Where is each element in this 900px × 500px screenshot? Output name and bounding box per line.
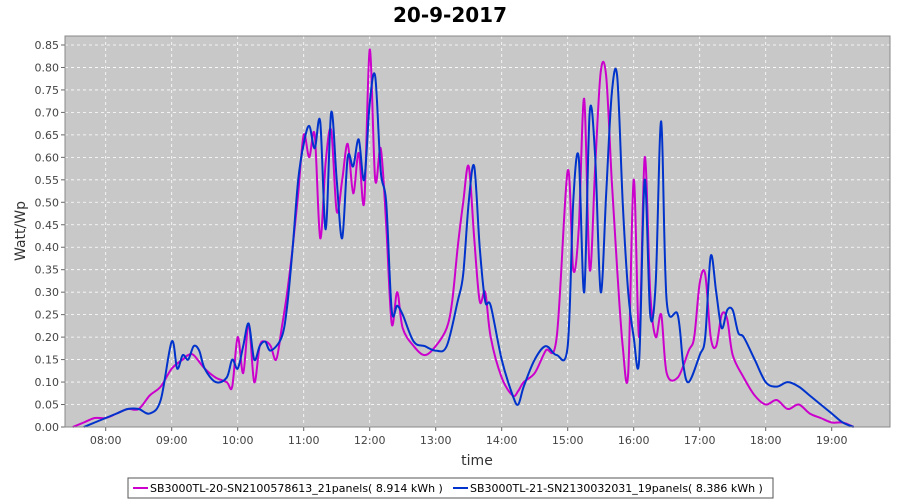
y-tick-label: 0.80 [35, 61, 60, 74]
y-tick-label: 0.55 [35, 174, 60, 187]
x-tick-label: 12:00 [354, 434, 386, 447]
y-axis-label: Watt/Wp [13, 201, 29, 261]
y-tick-label: 0.10 [35, 376, 60, 389]
y-axis-ticks: 0.00 0.05 0.10 0.15 0.20 0.25 0.30 0.35 0.40 0.45… [35, 39, 65, 434]
y-tick-label: 0.50 [35, 196, 60, 209]
y-tick-label: 0.65 [35, 129, 60, 142]
x-axis-label: time [461, 453, 493, 469]
y-tick-label: 0.85 [35, 39, 60, 52]
y-tick-label: 0.45 [35, 219, 60, 232]
y-tick-label: 0.35 [35, 264, 60, 277]
legend-entry-series-2: SB3000TL-21-SN2130032031_19panels( 8.386… [470, 482, 763, 495]
legend-box [127, 477, 774, 499]
x-axis-ticks: 08:00 09:00 10:00 11:00 12:00 13:00 14:00 15:00… [90, 427, 848, 447]
x-tick-label: 08:00 [90, 434, 122, 447]
y-tick-label: 0.40 [35, 241, 60, 254]
y-tick-label: 0.00 [35, 421, 60, 434]
y-tick-label: 0.20 [35, 331, 60, 344]
chart-title: 20-9-2017 [393, 3, 507, 27]
x-tick-label: 11:00 [288, 434, 320, 447]
y-tick-label: 0.30 [35, 286, 60, 299]
y-tick-label: 0.70 [35, 106, 60, 119]
plot-area [65, 36, 890, 427]
plot-border [64, 35, 891, 428]
x-tick-label: 18:00 [750, 434, 782, 447]
y-tick-label: 0.15 [35, 354, 60, 367]
x-tick-label: 17:00 [684, 434, 716, 447]
x-tick-label: 14:00 [486, 434, 518, 447]
x-tick-label: 13:00 [420, 434, 452, 447]
legend: SB3000TL-20-SN2100578613_21panels( 8.914… [127, 477, 774, 499]
y-tick-label: 0.25 [35, 309, 60, 322]
x-tick-label: 09:00 [156, 434, 188, 447]
series-layer [72, 48, 855, 428]
series-line-2 [83, 67, 855, 428]
x-tick-label: 10:00 [222, 434, 254, 447]
x-tick-label: 15:00 [552, 434, 584, 447]
x-tick-label: 19:00 [816, 434, 848, 447]
y-tick-label: 0.75 [35, 84, 60, 97]
legend-entry-series-1: SB3000TL-20-SN2100578613_21panels( 8.914… [150, 482, 443, 495]
x-tick-label: 16:00 [618, 434, 650, 447]
y-tick-label: 0.60 [35, 151, 60, 164]
y-tick-label: 0.05 [35, 399, 60, 412]
